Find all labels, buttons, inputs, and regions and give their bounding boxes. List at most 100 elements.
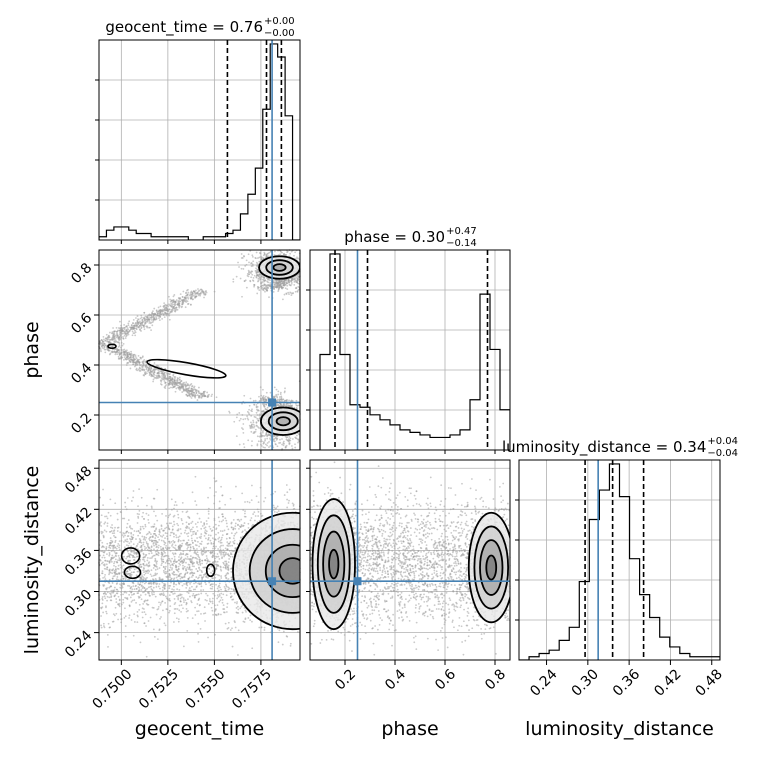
sample-point	[104, 521, 107, 524]
sample-point	[158, 314, 161, 317]
sample-point	[139, 641, 142, 644]
sample-point	[183, 565, 186, 568]
sample-point	[201, 559, 204, 562]
sample-point	[184, 383, 187, 386]
sample-point	[117, 554, 120, 557]
sample-point	[117, 329, 119, 332]
sample-point	[175, 573, 178, 576]
sample-point	[174, 303, 177, 306]
sample-point	[144, 539, 147, 541]
sample-point	[296, 277, 299, 280]
sample-point	[253, 285, 255, 288]
sample-point	[117, 559, 119, 562]
sample-point	[146, 318, 149, 320]
sample-point	[161, 600, 164, 603]
sample-point	[215, 396, 218, 399]
sample-point	[126, 540, 129, 543]
sample-point	[221, 536, 223, 539]
sample-point	[136, 592, 139, 594]
title-minus: −0.04	[707, 448, 738, 459]
sample-point	[260, 445, 263, 447]
sample-point	[198, 386, 200, 389]
sample-point	[257, 409, 260, 412]
sample-point	[186, 629, 189, 632]
sample-point	[140, 327, 143, 330]
sample-point	[106, 517, 109, 520]
sample-point	[162, 534, 165, 537]
sample-point	[178, 378, 181, 381]
sample-point	[131, 588, 134, 591]
sample-point	[154, 313, 157, 316]
sample-point	[254, 519, 256, 522]
sample-point	[168, 562, 171, 565]
sample-point	[152, 586, 155, 589]
sample-point	[144, 613, 147, 616]
sample-point	[116, 341, 119, 343]
sample-point	[297, 433, 300, 436]
sample-point	[181, 299, 183, 301]
sample-point	[125, 364, 128, 366]
sample-point	[129, 367, 132, 370]
sample-point	[254, 399, 257, 402]
sample-point	[164, 551, 166, 554]
sample-point	[120, 621, 123, 624]
sample-point	[213, 290, 216, 293]
sample-point	[208, 598, 211, 600]
sample-point	[242, 423, 245, 425]
sample-point	[162, 592, 165, 595]
sample-point	[240, 518, 243, 521]
sample-point	[291, 438, 294, 440]
sample-point	[156, 372, 159, 375]
sample-point	[205, 530, 208, 533]
sample-point	[137, 530, 140, 533]
sample-point	[220, 552, 223, 554]
sample-point	[183, 384, 185, 387]
sample-point	[142, 362, 145, 365]
sample-point	[259, 426, 262, 429]
sample-point	[228, 412, 231, 414]
sample-point	[239, 607, 242, 610]
sample-point	[198, 568, 201, 571]
sample-point	[166, 522, 168, 525]
sample-point	[102, 554, 105, 557]
sample-point	[124, 353, 127, 356]
sample-point	[159, 305, 162, 308]
sample-point	[147, 591, 149, 593]
sample-point	[165, 304, 168, 307]
sample-point	[162, 569, 165, 572]
sample-point	[194, 523, 197, 525]
sample-point	[166, 590, 169, 593]
sample-point	[177, 540, 180, 543]
sample-point	[252, 423, 255, 426]
sample-point	[176, 303, 179, 306]
sample-point	[281, 286, 284, 289]
sample-point	[162, 308, 164, 311]
sample-point	[269, 391, 272, 394]
sample-point	[101, 347, 104, 349]
sample-point	[251, 410, 253, 413]
sample-point	[259, 512, 262, 515]
sample-point	[177, 516, 180, 519]
sample-point	[290, 294, 293, 296]
sample-point	[155, 534, 158, 537]
sample-point	[152, 628, 155, 631]
sample-point	[243, 394, 246, 397]
sample-point	[249, 619, 252, 622]
sample-point	[194, 293, 197, 296]
sample-point	[244, 501, 246, 503]
sample-point	[149, 322, 152, 325]
sample-point	[224, 587, 227, 590]
sample-point	[288, 293, 290, 296]
sample-point	[253, 425, 256, 428]
sample-point	[169, 584, 172, 587]
sample-point	[262, 278, 264, 281]
sample-point	[195, 576, 198, 578]
sample-point	[184, 386, 187, 389]
sample-point	[219, 565, 222, 568]
sample-point	[165, 314, 168, 317]
sample-point	[220, 596, 223, 599]
sample-point	[250, 499, 253, 502]
sample-point	[295, 276, 298, 279]
sample-point	[143, 311, 146, 314]
sample-point	[166, 535, 168, 538]
